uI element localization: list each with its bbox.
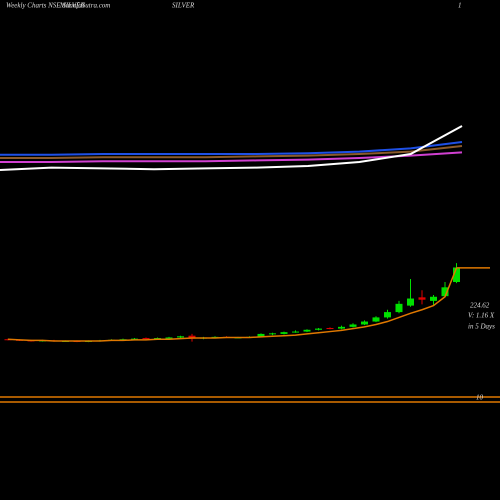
candle-body (292, 331, 299, 333)
volume-note: V: 1.16 X (468, 312, 495, 320)
candle-body (280, 332, 288, 334)
candle-body (338, 326, 345, 329)
candle-body (188, 335, 196, 339)
candle-body (441, 287, 449, 297)
last-price: 224.62 (470, 302, 490, 310)
candle-body (395, 303, 403, 313)
candle-body (418, 297, 426, 300)
candle-body (361, 321, 368, 325)
indicator-line (0, 151, 463, 163)
indicator-line (0, 125, 463, 171)
symbol: SILVER (172, 2, 195, 10)
source: MunafaSutra.com (59, 2, 110, 10)
candle-body (257, 333, 265, 337)
candle-body (430, 296, 437, 301)
lower-label: 10 (476, 394, 484, 402)
indicator-line (0, 141, 463, 156)
candle-body (326, 328, 334, 330)
candle-body (384, 312, 391, 318)
candle-body (165, 337, 173, 339)
candle-body (269, 333, 276, 335)
indicator-line (0, 145, 463, 159)
candle-body (303, 329, 311, 332)
candle-body (372, 317, 380, 322)
candle-body (349, 324, 357, 327)
period-note: in 5 Days (468, 323, 495, 331)
chart-title: Weekly Charts NSE SILVER (6, 2, 85, 10)
candle-body (407, 298, 414, 306)
moving-average (7, 267, 458, 342)
candle-body (142, 338, 150, 340)
candle-body (177, 336, 184, 338)
page-number: 1 (458, 2, 462, 10)
candle-body (315, 328, 322, 330)
candle-body (453, 267, 460, 283)
